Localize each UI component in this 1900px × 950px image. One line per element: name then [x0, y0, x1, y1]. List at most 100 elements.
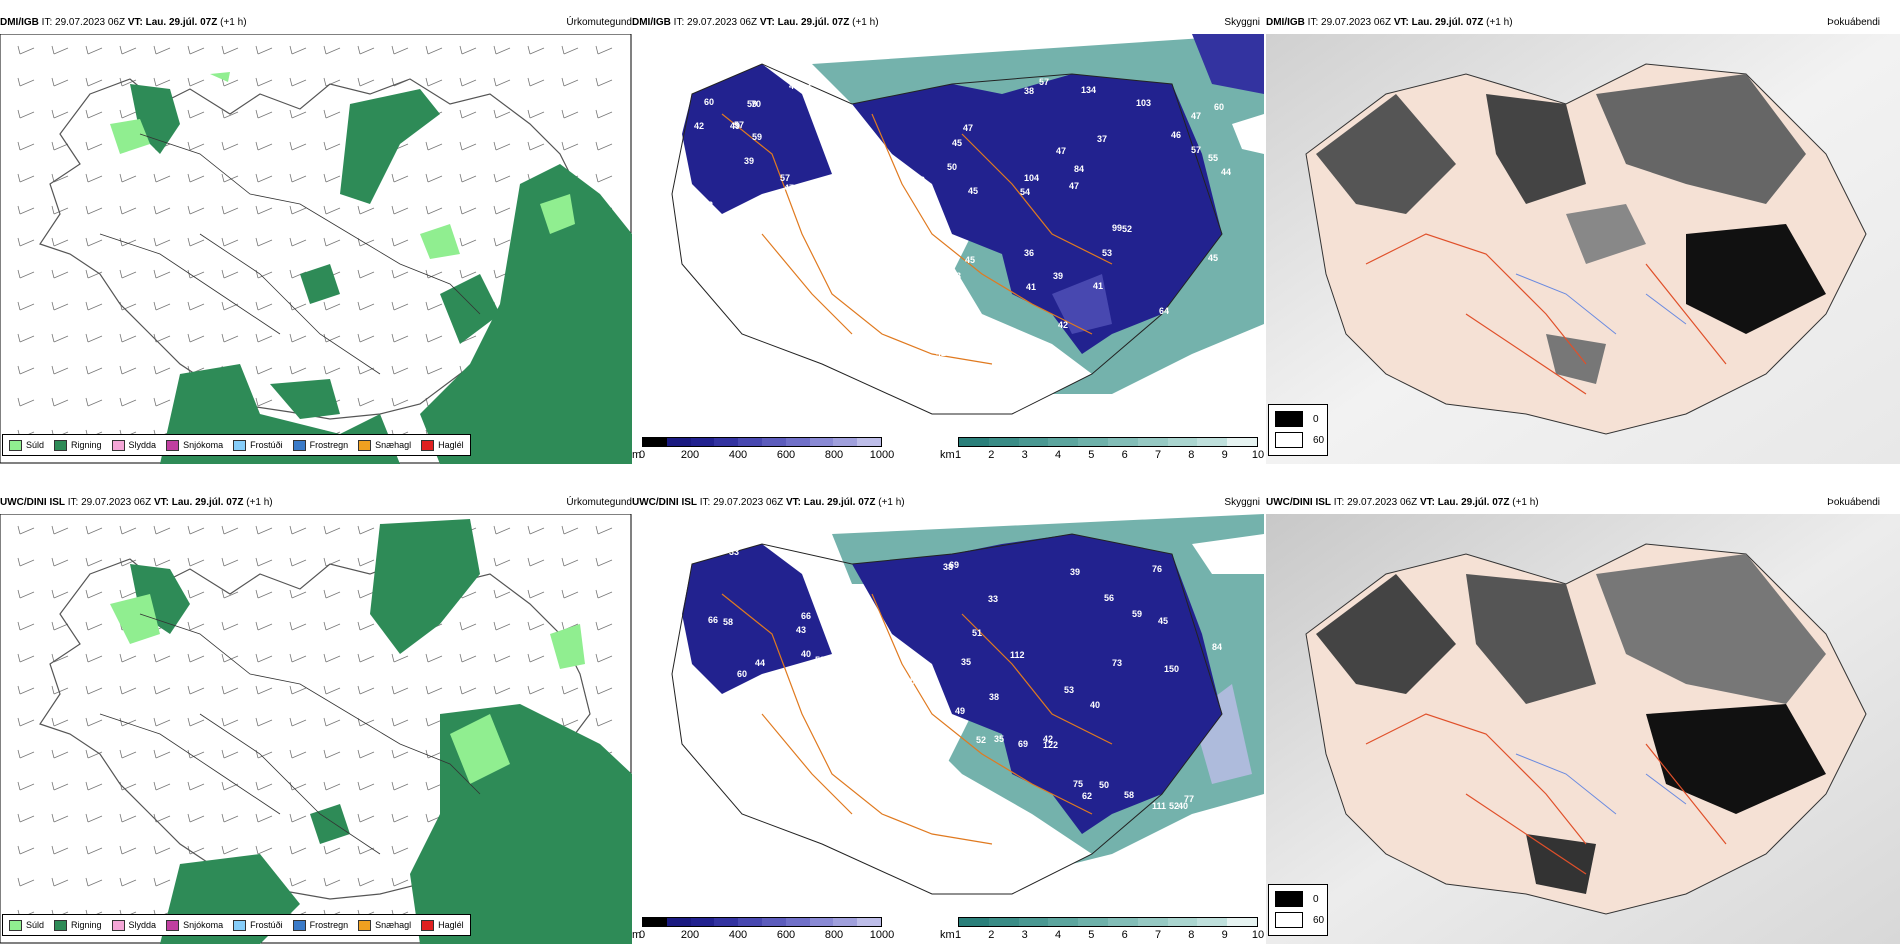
precip-legend-label: Haglél — [438, 440, 464, 450]
wind-barb — [187, 653, 205, 663]
cloud-base-label: 42 — [694, 121, 704, 131]
wind-barb — [357, 749, 375, 759]
scale-segment — [857, 438, 881, 446]
wind-barb — [289, 205, 307, 215]
scale-tick-label: 1 — [954, 929, 962, 941]
precip-legend-swatch — [166, 919, 180, 931]
scale-tick-label: 0 — [638, 449, 646, 461]
scale-tick-label: 800 — [824, 449, 844, 461]
wind-barb — [85, 269, 103, 279]
precip-legend-swatch — [233, 919, 247, 931]
wind-barb — [51, 45, 69, 55]
wind-barb — [391, 813, 409, 823]
wind-barb — [289, 301, 307, 311]
cloud-base-label: 54 — [1020, 187, 1030, 197]
wind-barb — [595, 685, 613, 695]
wind-barb — [85, 141, 103, 151]
fog-legend-swatch — [1275, 432, 1303, 448]
wind-barb — [493, 205, 511, 215]
cloud-base-label: 58 — [723, 617, 733, 627]
cloud-base-label: 52 — [1169, 801, 1179, 811]
wind-barb — [391, 845, 409, 855]
wind-barb — [459, 141, 477, 151]
wind-barb — [357, 653, 375, 663]
wind-barb — [493, 589, 511, 599]
cloud-base-label: 38 — [943, 562, 953, 572]
cloud-base-label: 36 — [1024, 248, 1034, 258]
wind-barb — [153, 525, 171, 535]
vt-label: VT: — [1419, 497, 1435, 508]
cloud-base-label: 112 — [1010, 650, 1025, 660]
precip-map — [0, 514, 632, 944]
lead-time: (+1 h) — [1486, 17, 1513, 28]
wind-barb — [459, 45, 477, 55]
wind-barb — [425, 717, 443, 727]
wind-barb — [323, 45, 341, 55]
lead-time: (+1 h) — [1512, 497, 1539, 508]
wind-barb — [119, 205, 137, 215]
precip-legend-item: Rigning — [54, 919, 102, 931]
wind-barb — [187, 301, 205, 311]
scale-tick-label: 8 — [1188, 929, 1195, 941]
cloud-base-label: 150 — [1164, 664, 1179, 674]
scale-segment — [1048, 438, 1079, 446]
precip-panel-top: DMI/IGB IT: 29.07.2023 06Z VT: Lau. 29.j… — [0, 16, 632, 464]
cloud-base-label: 41 — [1026, 282, 1036, 292]
cloud-base-label: 69 — [949, 560, 959, 570]
wind-barb — [221, 845, 239, 855]
cloud-base-label: 103 — [1136, 98, 1151, 108]
it-label: IT: — [1307, 17, 1319, 28]
wind-barb — [17, 397, 35, 407]
wind-barb — [561, 45, 579, 55]
wind-barb — [255, 813, 273, 823]
wind-barb — [85, 525, 103, 535]
cloud-base-label: 39 — [744, 156, 754, 166]
precip-legend-item: Haglél — [421, 439, 464, 451]
precip-legend-label: Haglél — [438, 920, 464, 930]
wind-barb — [527, 45, 545, 55]
precip-legend-swatch — [111, 919, 125, 931]
cloud-base-label: 59 — [752, 132, 762, 142]
cloud-base-label: 60 — [915, 175, 925, 185]
scale-tick-label: 1000 — [869, 929, 895, 941]
wind-barb — [425, 685, 443, 695]
cloud-base-label: 69 — [816, 232, 826, 242]
lead-time: (+1 h) — [852, 17, 879, 28]
wind-barb — [289, 621, 307, 631]
cloud-base-label: 49 — [730, 121, 740, 131]
vt-value: Lau. 29.júl. 07Z — [803, 497, 876, 508]
wind-barb — [17, 653, 35, 663]
wind-barb — [17, 525, 35, 535]
cloud-base-label: 69 — [1018, 739, 1028, 749]
wind-barb — [221, 45, 239, 55]
wind-barb — [119, 333, 137, 343]
cloud-base-label: 60 — [704, 97, 714, 107]
precip-panel-label: Úrkomutegund — [566, 497, 632, 508]
wind-barb — [391, 877, 409, 887]
scale-segment — [1078, 438, 1108, 446]
cloud-base-label: 99 — [1112, 223, 1122, 233]
cloud-base-label: 84 — [1212, 642, 1222, 652]
wind-barb — [51, 237, 69, 247]
lead-time: (+1 h) — [246, 497, 273, 508]
scale-tick-label: 7 — [1154, 929, 1162, 941]
wind-barb — [493, 653, 511, 663]
wind-barb — [391, 173, 409, 183]
wind-barb — [153, 333, 171, 343]
wind-barb — [187, 237, 205, 247]
wind-barb — [323, 781, 341, 791]
wind-barb — [187, 557, 205, 567]
wind-barb — [255, 237, 273, 247]
wind-barb — [391, 653, 409, 663]
scale-tick-label: 10 — [1251, 449, 1264, 461]
scale-tick-label: 1000 — [869, 449, 895, 461]
cloud-base-label: 40 — [1090, 700, 1100, 710]
scale-tick-label: 6 — [1121, 929, 1128, 941]
wind-barb — [425, 141, 443, 151]
scale-segment — [833, 918, 858, 926]
scale-tick-label: 200 — [680, 449, 700, 461]
wind-barb — [289, 749, 307, 759]
precip-legend: Súld Rigning Slydda Snjókoma Frostúði Frostre… — [2, 434, 471, 456]
wind-barb — [323, 589, 341, 599]
wind-barb — [289, 173, 307, 183]
